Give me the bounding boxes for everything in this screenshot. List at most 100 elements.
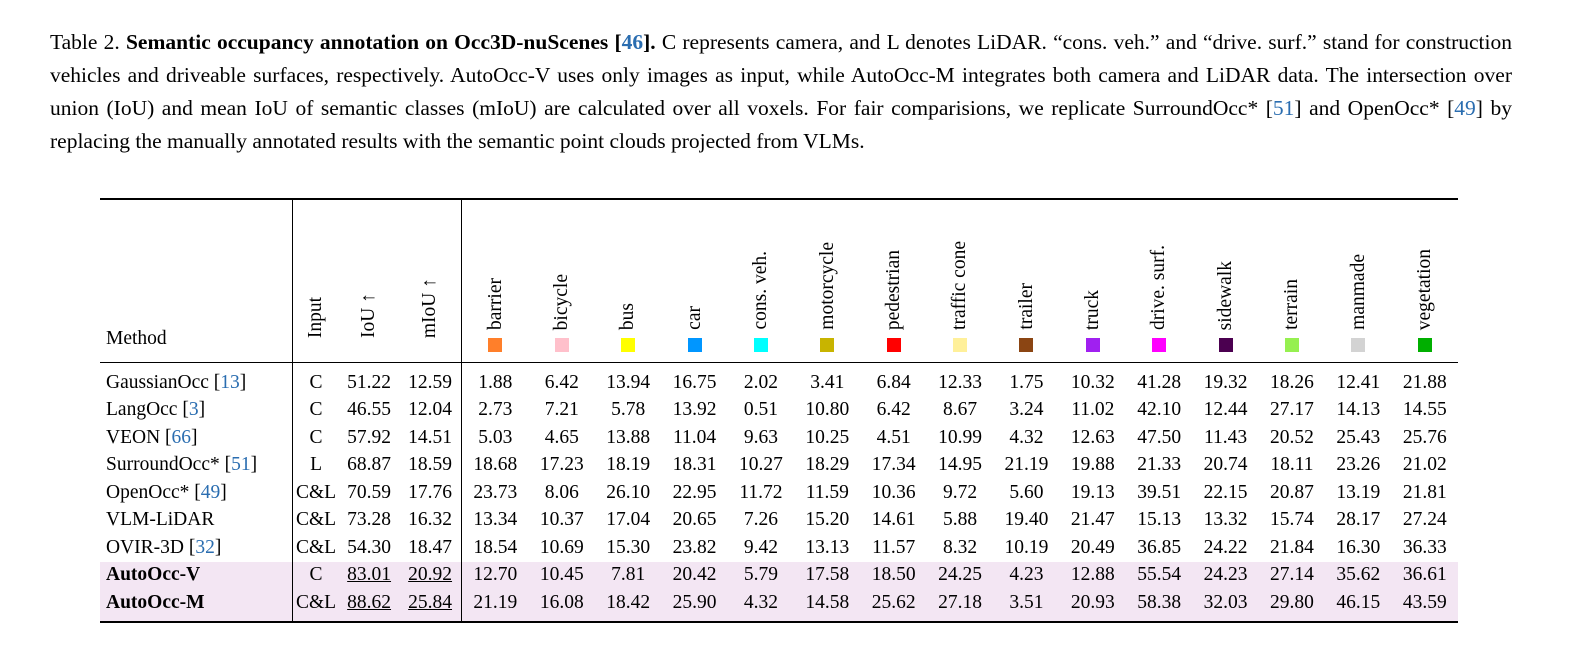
citation-link[interactable]: 49 bbox=[200, 481, 221, 503]
class-value-cell: 9.42 bbox=[743, 536, 779, 558]
class-value-cell: 25.76 bbox=[1402, 426, 1447, 448]
class-label: cons. veh. bbox=[750, 251, 772, 330]
input-cell: C bbox=[292, 561, 340, 589]
method-cell: GaussianOcc [13] bbox=[106, 371, 247, 393]
class-value-cell: 36.85 bbox=[1137, 536, 1182, 558]
class-value-cell: 24.22 bbox=[1203, 536, 1248, 558]
class-value-cell: 25.43 bbox=[1336, 426, 1381, 448]
class-label: vegetation bbox=[1414, 248, 1435, 330]
class-value-cell: 23.73 bbox=[461, 479, 529, 507]
class-value-cell: 21.88 bbox=[1402, 371, 1447, 393]
iou-cell: 88.62 bbox=[339, 589, 400, 622]
table-row: OpenOcc* [49] C&L 70.59 17.76 23.73 8.06 26.10… bbox=[100, 479, 1458, 507]
class-value-cell: 16.30 bbox=[1336, 536, 1381, 558]
class-value-cell: 32.03 bbox=[1192, 589, 1259, 622]
header-class-truck: truck bbox=[1060, 199, 1126, 363]
class-value-cell: 2.73 bbox=[461, 396, 529, 424]
method-cell: AutoOcc-V bbox=[100, 561, 293, 589]
citation-link[interactable]: 51 bbox=[231, 454, 251, 476]
class-value-cell: 10.25 bbox=[805, 426, 850, 448]
citation-link[interactable]: 66 bbox=[171, 426, 192, 448]
class-value-cell: 20.93 bbox=[1059, 589, 1127, 622]
class-value-cell: 13.88 bbox=[606, 426, 651, 448]
results-table: Method Input IoU ↑ mIoU ↑ barrier bicycle… bbox=[100, 198, 1458, 623]
class-color-swatch bbox=[1218, 338, 1233, 352]
class-value-cell: 18.42 bbox=[595, 589, 662, 622]
class-value-cell: 29.80 bbox=[1258, 589, 1326, 622]
header-class-cons-veh: cons. veh. bbox=[728, 199, 794, 363]
header-class-traffic-cone: traffic cone bbox=[927, 199, 993, 363]
class-value-cell: 13.32 bbox=[1203, 509, 1248, 531]
class-value-cell: 20.74 bbox=[1203, 454, 1248, 476]
class-color-swatch bbox=[953, 338, 968, 352]
class-value-cell: 3.24 bbox=[1009, 399, 1044, 421]
class-value-cell: 18.54 bbox=[461, 534, 529, 562]
class-value-cell: 21.19 bbox=[461, 589, 529, 622]
class-value-cell: 11.43 bbox=[1204, 426, 1248, 448]
table-row: OVIR-3D [32] C&L 54.30 18.47 18.54 10.69 15.30… bbox=[100, 534, 1458, 562]
header-input: Input bbox=[292, 199, 340, 363]
input-cell: C&L bbox=[292, 506, 340, 534]
class-value-cell: 12.41 bbox=[1336, 371, 1381, 393]
miou-cell: 20.92 bbox=[399, 561, 462, 589]
class-value-cell: 13.13 bbox=[805, 536, 850, 558]
class-value-cell: 20.49 bbox=[1070, 536, 1115, 558]
class-value-cell: 36.61 bbox=[1391, 561, 1458, 589]
class-value-cell: 18.50 bbox=[860, 561, 927, 589]
class-value-cell: 27.14 bbox=[1258, 561, 1326, 589]
table-row: SurroundOcc* [51] L 68.87 18.59 18.68 17.23 18… bbox=[100, 451, 1458, 479]
class-value-cell: 11.57 bbox=[872, 536, 916, 558]
class-value-cell: 18.31 bbox=[672, 454, 717, 476]
class-value-cell: 10.99 bbox=[938, 426, 983, 448]
class-value-cell: 22.15 bbox=[1203, 481, 1248, 503]
class-value-cell: 36.33 bbox=[1402, 536, 1447, 558]
citation-link[interactable]: 13 bbox=[220, 371, 240, 393]
citation-link[interactable]: 46 bbox=[621, 30, 644, 54]
header-class-barrier: barrier bbox=[461, 199, 529, 363]
class-value-cell: 6.42 bbox=[544, 371, 579, 393]
class-value-cell: 23.82 bbox=[672, 536, 717, 558]
input-cell: C bbox=[292, 362, 340, 397]
header-class-vegetation: vegetation bbox=[1392, 199, 1458, 363]
class-label: sidewalk bbox=[1214, 260, 1236, 330]
header-class-terrain: terrain bbox=[1259, 199, 1325, 363]
class-value-cell: 18.29 bbox=[805, 454, 850, 476]
citation-link[interactable]: 32 bbox=[195, 536, 215, 558]
citation-link[interactable]: 3 bbox=[188, 399, 199, 421]
class-value-cell: 5.88 bbox=[943, 509, 978, 531]
header-class-drive-surf: drive. surf. bbox=[1126, 199, 1192, 363]
class-value-cell: 26.10 bbox=[606, 481, 651, 503]
class-value-cell: 11.72 bbox=[739, 481, 783, 503]
class-color-swatch bbox=[753, 338, 768, 352]
citation-link[interactable]: 51 bbox=[1272, 96, 1295, 120]
class-value-cell: 15.13 bbox=[1137, 509, 1182, 531]
class-value-cell: 21.33 bbox=[1137, 454, 1182, 476]
class-value-cell: 7.81 bbox=[595, 561, 662, 589]
class-color-swatch bbox=[1019, 338, 1034, 352]
class-value-cell: 14.95 bbox=[938, 454, 983, 476]
class-value-cell: 20.65 bbox=[672, 509, 717, 531]
class-value-cell: 15.30 bbox=[606, 536, 651, 558]
class-value-cell: 23.26 bbox=[1336, 454, 1381, 476]
class-value-cell: 14.58 bbox=[794, 589, 861, 622]
miou-cell: 14.51 bbox=[408, 426, 453, 448]
class-value-cell: 15.74 bbox=[1270, 509, 1314, 531]
class-color-swatch bbox=[1351, 338, 1366, 352]
class-value-cell: 39.51 bbox=[1137, 481, 1182, 503]
class-value-cell: 24.23 bbox=[1192, 561, 1259, 589]
citation-link[interactable]: 49 bbox=[1454, 96, 1476, 120]
input-cell: C bbox=[292, 424, 340, 452]
class-value-cell: 5.60 bbox=[1009, 481, 1044, 503]
class-label: drive. surf. bbox=[1148, 244, 1170, 330]
class-value-cell: 21.47 bbox=[1070, 509, 1115, 531]
class-value-cell: 22.95 bbox=[672, 481, 717, 503]
table-row: GaussianOcc [13] C 51.22 12.59 1.88 6.42 13.94… bbox=[100, 362, 1458, 397]
class-value-cell: 35.62 bbox=[1325, 561, 1392, 589]
input-cell: C&L bbox=[292, 479, 340, 507]
class-value-cell: 58.38 bbox=[1126, 589, 1193, 622]
iou-cell: 70.59 bbox=[347, 481, 392, 503]
class-value-cell: 41.28 bbox=[1137, 371, 1182, 393]
class-value-cell: 16.08 bbox=[528, 589, 596, 622]
class-color-swatch bbox=[1284, 338, 1299, 352]
class-color-swatch bbox=[621, 338, 636, 352]
